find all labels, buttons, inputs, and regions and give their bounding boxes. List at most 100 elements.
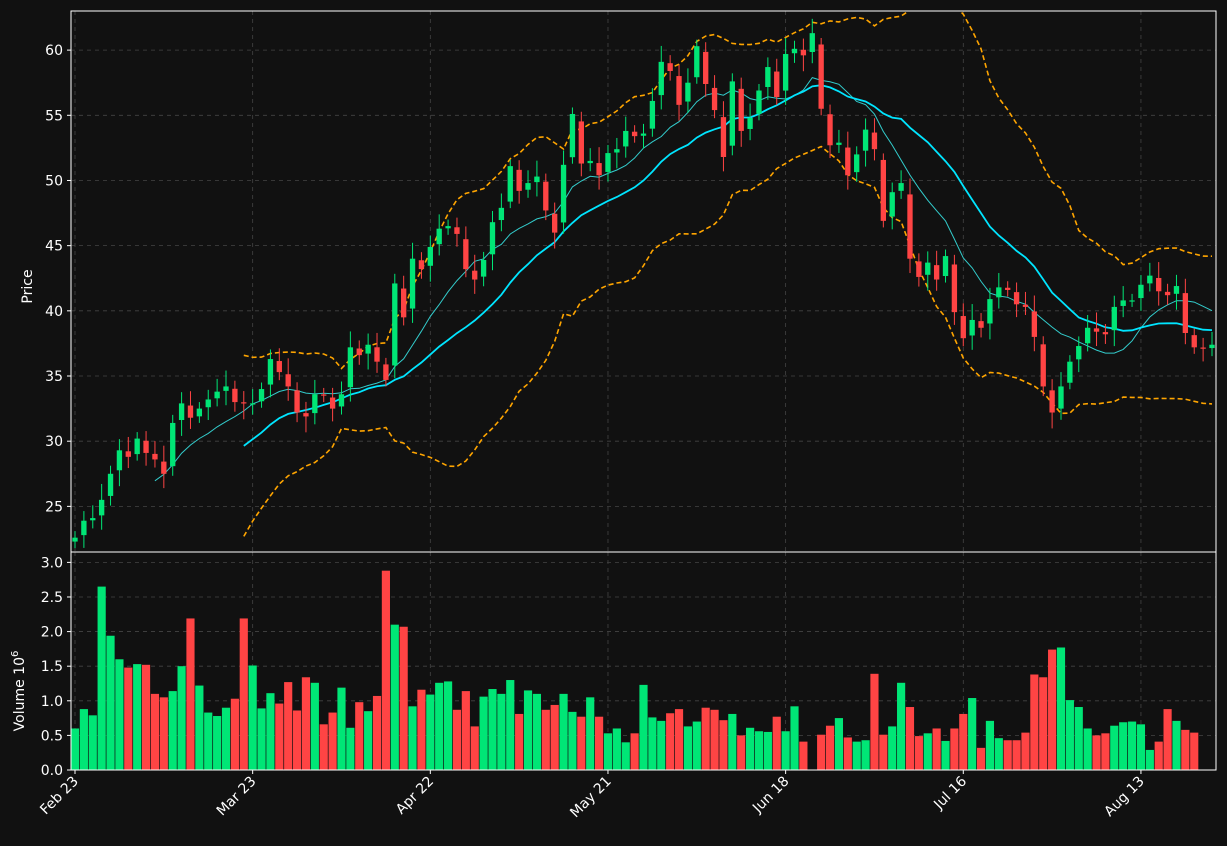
candle-body <box>1005 287 1011 290</box>
volume-bar <box>532 693 541 770</box>
candle-body <box>409 258 416 309</box>
volume-bar <box>897 682 906 770</box>
volume-bar <box>1154 741 1163 770</box>
candle-body <box>845 147 851 176</box>
candle-body <box>1040 344 1046 387</box>
volume-bar <box>1048 649 1057 770</box>
candle-body <box>960 316 966 339</box>
volume-bar <box>150 693 160 770</box>
volume-bar <box>692 721 701 770</box>
candle-body <box>898 183 904 191</box>
candle-body <box>703 51 709 85</box>
candle-body <box>1156 277 1162 292</box>
volume-bar <box>523 690 533 770</box>
volume-panel-frame <box>70 551 1217 771</box>
volume-tick-label: 0.0 <box>41 763 63 779</box>
candle-body <box>596 163 602 176</box>
volume-bar <box>568 711 577 770</box>
volume-bar <box>275 703 284 770</box>
candle-body <box>356 348 362 356</box>
candle-body <box>1031 311 1038 337</box>
volume-bar <box>559 693 568 770</box>
candle-body <box>827 114 833 146</box>
volume-bar <box>355 702 364 770</box>
volume-bar <box>657 720 666 770</box>
candle-body <box>933 265 940 280</box>
candle-body <box>587 160 593 164</box>
volume-bar <box>781 731 790 770</box>
volume-bar <box>124 667 133 770</box>
candlesticks <box>72 18 1215 549</box>
price-tick-label: 35 <box>45 369 63 385</box>
volume-bar <box>1012 740 1021 770</box>
candle-body <box>782 54 789 91</box>
volume-bar <box>257 708 266 770</box>
price-tick-label: 40 <box>45 304 63 320</box>
volume-bar <box>550 704 559 770</box>
volume-bar <box>506 680 515 770</box>
volume-bar <box>470 726 479 770</box>
volume-bar <box>106 635 115 770</box>
candle-body <box>1164 291 1171 296</box>
volume-bar <box>186 618 195 770</box>
candle-body <box>187 405 194 418</box>
candle-body <box>640 133 647 136</box>
candle-body <box>756 90 762 114</box>
candle-body <box>507 166 513 202</box>
sma-slow-line <box>243 84 1213 447</box>
volume-bar <box>452 709 462 770</box>
volume-bar <box>399 626 408 770</box>
candle-body <box>303 413 309 417</box>
volume-bar <box>1145 749 1154 770</box>
volume-bar <box>1119 722 1128 770</box>
volume-tick-label: 1.5 <box>41 659 63 675</box>
candle-body <box>116 450 123 471</box>
volume-bar <box>586 697 595 770</box>
volume-bar <box>577 716 586 770</box>
price-tick-label: 25 <box>45 499 63 515</box>
candle-body <box>214 391 220 399</box>
volume-bar <box>1172 720 1181 770</box>
candle-body <box>631 131 638 137</box>
volume-bar <box>852 741 861 770</box>
candle-body <box>1111 306 1117 331</box>
volume-bar <box>390 624 399 770</box>
volume-bar <box>372 695 382 770</box>
volume-bar <box>817 734 826 770</box>
candle-body <box>951 264 958 313</box>
volume-bar <box>319 724 328 770</box>
candle-body <box>170 422 176 467</box>
candle-body <box>1013 292 1020 305</box>
candle-body <box>552 213 558 233</box>
volume-bar <box>870 673 879 770</box>
volume-bar <box>488 689 497 770</box>
volume-bar <box>994 738 1003 770</box>
candle-body <box>765 67 771 88</box>
candle-body <box>249 403 256 405</box>
volume-bar <box>595 716 604 770</box>
candle-body <box>489 222 496 255</box>
price-tick-label: 30 <box>45 434 63 450</box>
candle-body <box>445 226 451 229</box>
volume-bar <box>639 684 648 770</box>
candle-body <box>1182 293 1189 333</box>
candle-body <box>791 48 798 54</box>
volume-bar <box>666 713 675 770</box>
candle-body <box>143 440 149 453</box>
candle-body <box>383 364 389 380</box>
volume-bar <box>97 586 106 770</box>
candle-body <box>1191 335 1197 348</box>
volume-bar <box>1074 707 1083 770</box>
volume-bar <box>905 707 915 770</box>
volume-bar <box>1056 647 1066 770</box>
candle-body <box>996 287 1002 298</box>
volume-axis-label: Volume 106 <box>10 651 28 732</box>
candle-body <box>294 390 300 413</box>
volume-bar <box>461 691 470 770</box>
candle-body <box>436 228 442 245</box>
candle-body <box>1173 286 1180 294</box>
candle-body <box>516 169 522 191</box>
price-tick-label: 60 <box>45 43 63 59</box>
candle-body <box>98 499 105 516</box>
